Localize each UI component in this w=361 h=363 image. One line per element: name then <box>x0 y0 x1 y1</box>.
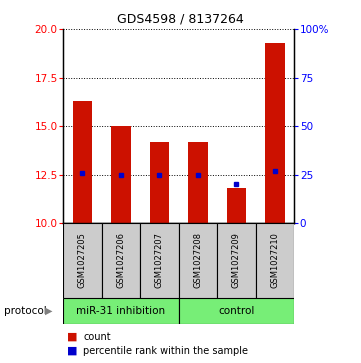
Bar <box>73 101 92 223</box>
Text: GSM1027209: GSM1027209 <box>232 233 241 288</box>
Text: miR-31 inhibition: miR-31 inhibition <box>77 306 165 316</box>
Text: GSM1027206: GSM1027206 <box>117 232 125 289</box>
Text: ■: ■ <box>67 331 77 342</box>
Bar <box>150 142 169 223</box>
Bar <box>63 223 102 298</box>
Text: ▶: ▶ <box>45 306 52 316</box>
Bar <box>102 223 140 298</box>
Bar <box>265 42 284 223</box>
Bar <box>217 223 256 298</box>
Text: control: control <box>218 306 255 316</box>
Text: count: count <box>83 331 111 342</box>
Bar <box>63 298 179 324</box>
Text: GSM1027205: GSM1027205 <box>78 233 87 288</box>
Text: percentile rank within the sample: percentile rank within the sample <box>83 346 248 356</box>
Text: ■: ■ <box>67 346 77 356</box>
Bar <box>111 126 131 223</box>
Bar <box>179 298 294 324</box>
Bar <box>227 188 246 223</box>
Text: GDS4598 / 8137264: GDS4598 / 8137264 <box>117 13 244 26</box>
Text: GSM1027207: GSM1027207 <box>155 232 164 289</box>
Bar <box>188 142 208 223</box>
Text: GSM1027208: GSM1027208 <box>193 232 203 289</box>
Text: GSM1027210: GSM1027210 <box>270 233 279 288</box>
Text: protocol: protocol <box>4 306 46 316</box>
Bar <box>256 223 294 298</box>
Bar <box>179 223 217 298</box>
Bar <box>140 223 179 298</box>
